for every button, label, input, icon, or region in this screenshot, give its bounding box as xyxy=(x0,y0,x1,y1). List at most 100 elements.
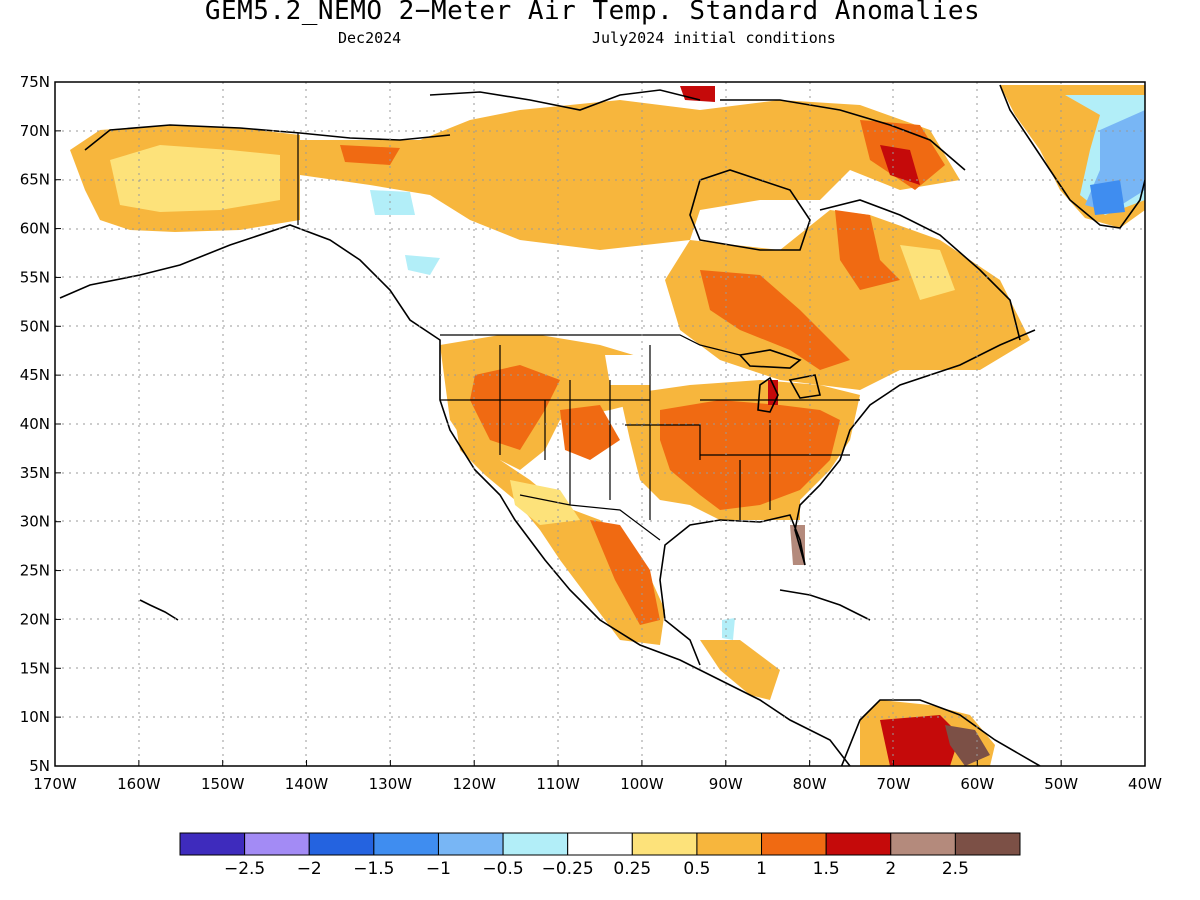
colorbar-label: −0.25 xyxy=(542,859,594,879)
labrador-coast xyxy=(819,199,1021,341)
colorbar-label: 2.5 xyxy=(942,859,969,879)
colorbar xyxy=(179,832,1021,856)
greenland-coast xyxy=(999,84,1145,229)
anomaly-region-colorado-hot xyxy=(560,405,620,460)
hudson-bay xyxy=(689,169,811,251)
forecast-month: Dec2024 xyxy=(338,29,402,47)
anomaly-region-sonora-mild xyxy=(510,480,580,525)
colorbar-label: −0.5 xyxy=(482,859,523,879)
colorbar-swatch xyxy=(179,832,246,856)
colorbar-swatch xyxy=(954,832,1021,856)
arctic-islands-2 xyxy=(720,99,966,171)
lon-label: 130W xyxy=(369,775,413,793)
arctic-islands-1 xyxy=(429,89,701,111)
colorbar-label: −2 xyxy=(297,859,322,879)
anomaly-shading xyxy=(70,85,1145,766)
anomaly-region-ontario-hot xyxy=(700,270,850,370)
colorbar-labels: −2.5 −2 −1.5 −1 −0.5 −0.25 0.25 0.5 1 1.5 2 2.5 xyxy=(224,859,969,879)
lon-label: 140W xyxy=(285,775,329,793)
lon-label: 80W xyxy=(793,775,827,793)
coastlines xyxy=(59,84,1145,766)
initial-conditions: July2024 initial conditions xyxy=(592,29,836,47)
colorbar-label: 1.5 xyxy=(813,859,840,879)
anomaly-region-northern-plains-neutral xyxy=(605,355,665,385)
anomaly-region-guyana xyxy=(945,725,990,766)
colorbar-label: 2 xyxy=(885,859,896,879)
colorbar-swatch xyxy=(567,832,633,856)
colorbar-swatch xyxy=(308,832,375,856)
anomaly-region-great-basin-hot xyxy=(470,365,560,450)
colorbar-swatch xyxy=(244,832,310,856)
anomaly-region-ungava-hot xyxy=(835,210,900,290)
colorbar-label: −1 xyxy=(426,859,451,879)
anomaly-region-caribbean-cool xyxy=(722,618,735,640)
anomaly-region-arctic-hot-1 xyxy=(340,145,400,165)
lon-label: 50W xyxy=(1044,775,1078,793)
colorbar-label: 0.25 xyxy=(613,859,651,879)
us-canada-border xyxy=(440,334,741,356)
lake-michigan xyxy=(757,376,779,413)
state-borders xyxy=(440,345,860,520)
cuba xyxy=(779,589,871,621)
lat-label: 25N xyxy=(20,562,50,580)
lon-label: 170W xyxy=(33,775,77,793)
colorbar-swatch xyxy=(373,832,439,856)
colorbar-swatch xyxy=(631,832,698,856)
colorbar-swatch xyxy=(890,832,956,856)
arctic-coast-west xyxy=(84,124,451,151)
anomaly-region-arctic-canada xyxy=(300,100,960,250)
colorbar-label: 0.5 xyxy=(683,859,710,879)
lat-label: 50N xyxy=(20,317,50,335)
anomaly-region-baffin-hot xyxy=(880,145,920,185)
lat-label: 20N xyxy=(20,610,50,628)
colorbar-label: −1.5 xyxy=(353,859,394,879)
lat-label: 15N xyxy=(20,659,50,677)
south-america-coast xyxy=(840,699,1041,766)
colorbar-swatch xyxy=(437,832,504,856)
lon-label: 60W xyxy=(960,775,994,793)
lon-label: 40W xyxy=(1128,775,1162,793)
political-borders xyxy=(297,133,860,541)
pacific-coastline xyxy=(59,224,851,766)
lat-label: 55N xyxy=(20,268,50,286)
lon-label: 160W xyxy=(117,775,161,793)
lat-label: 10N xyxy=(20,708,50,726)
anomaly-region-yukon-cool xyxy=(370,190,415,215)
colorbar-swatch xyxy=(696,832,763,856)
lat-label: 35N xyxy=(20,464,50,482)
hawaii xyxy=(139,599,179,621)
lake-superior xyxy=(738,349,802,369)
gulf-atlantic-coastline xyxy=(659,329,1036,666)
lon-label: 150W xyxy=(201,775,245,793)
lat-label: 45N xyxy=(20,366,50,384)
colorbar-label: −2.5 xyxy=(224,859,265,879)
anomaly-region-central-america xyxy=(700,640,780,700)
anomaly-region-bc-cool xyxy=(405,255,440,275)
anomaly-region-venezuela-hot xyxy=(880,715,960,766)
anomaly-region-labrador-mild xyxy=(900,245,955,300)
anomaly-region-sierra-madre-hot xyxy=(590,520,660,625)
lat-label: 30N xyxy=(20,513,50,531)
longitude-labels: 170W 160W 150W 140W 130W 120W 110W 100W 90W 80W 70… xyxy=(33,760,1162,793)
lat-label: 65N xyxy=(20,171,50,189)
colorbar-swatch xyxy=(761,832,827,856)
lon-label: 110W xyxy=(536,775,580,793)
lon-label: 90W xyxy=(709,775,743,793)
lat-label: 5N xyxy=(29,757,50,775)
map-title: GEM5.2_NEMO 2−Meter Air Temp. Standard A… xyxy=(204,0,981,26)
lon-label: 70W xyxy=(877,775,911,793)
lat-label: 70N xyxy=(20,122,50,140)
colorbar-label: 1 xyxy=(756,859,767,879)
anomaly-region-southwest-mexico xyxy=(455,420,665,645)
anomaly-region-florida xyxy=(790,525,805,565)
colorbar-swatch xyxy=(502,832,569,856)
colorbar-swatch xyxy=(825,832,892,856)
anomaly-region-alaska-inner xyxy=(110,145,280,212)
lon-label: 120W xyxy=(452,775,496,793)
lake-huron xyxy=(788,374,821,399)
graticule xyxy=(55,82,1145,766)
lat-label: 60N xyxy=(20,220,50,238)
anomaly-region-greenland-cool3 xyxy=(1090,180,1125,215)
lat-label: 75N xyxy=(20,73,50,91)
